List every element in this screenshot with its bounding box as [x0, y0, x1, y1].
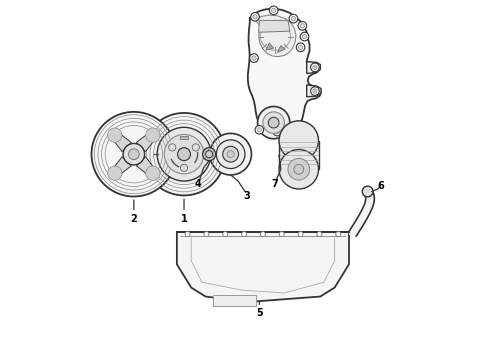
Circle shape	[157, 127, 211, 181]
Polygon shape	[112, 132, 131, 152]
Circle shape	[216, 140, 245, 168]
Circle shape	[289, 14, 298, 23]
Circle shape	[177, 148, 191, 161]
Circle shape	[311, 63, 319, 72]
Circle shape	[300, 24, 304, 28]
Circle shape	[289, 124, 298, 132]
Text: 1: 1	[181, 215, 187, 224]
Circle shape	[123, 143, 145, 165]
Polygon shape	[136, 132, 156, 152]
Circle shape	[294, 164, 304, 174]
Circle shape	[273, 127, 282, 136]
Circle shape	[252, 56, 256, 60]
Circle shape	[298, 22, 307, 30]
Circle shape	[257, 128, 262, 132]
Circle shape	[205, 150, 213, 158]
Circle shape	[146, 128, 160, 142]
Circle shape	[204, 231, 209, 237]
Polygon shape	[248, 9, 321, 132]
Circle shape	[269, 117, 279, 128]
Circle shape	[298, 231, 303, 237]
Circle shape	[288, 158, 310, 180]
Circle shape	[275, 130, 279, 134]
Circle shape	[317, 231, 322, 237]
Polygon shape	[177, 232, 349, 302]
Polygon shape	[112, 157, 131, 176]
Circle shape	[192, 144, 199, 151]
Text: 4: 4	[195, 179, 202, 189]
Circle shape	[227, 150, 234, 158]
Polygon shape	[277, 45, 285, 53]
Circle shape	[291, 17, 295, 21]
Circle shape	[108, 166, 122, 180]
Circle shape	[223, 231, 228, 237]
Circle shape	[291, 126, 295, 130]
Circle shape	[251, 13, 259, 21]
Circle shape	[336, 231, 341, 237]
Circle shape	[279, 149, 318, 189]
Circle shape	[279, 121, 318, 160]
Polygon shape	[255, 15, 296, 57]
Circle shape	[258, 107, 290, 139]
Circle shape	[128, 149, 139, 159]
Circle shape	[263, 112, 285, 134]
Circle shape	[260, 231, 266, 237]
Polygon shape	[180, 135, 188, 139]
Circle shape	[180, 164, 188, 171]
Circle shape	[296, 43, 305, 51]
Circle shape	[108, 128, 122, 142]
Circle shape	[146, 166, 160, 180]
Circle shape	[92, 112, 176, 197]
Circle shape	[164, 134, 204, 174]
Circle shape	[169, 144, 176, 151]
Polygon shape	[307, 85, 321, 97]
Circle shape	[279, 231, 284, 237]
Circle shape	[143, 113, 225, 195]
Circle shape	[250, 54, 258, 62]
Polygon shape	[259, 21, 290, 32]
Polygon shape	[279, 140, 318, 169]
Polygon shape	[136, 157, 156, 176]
Circle shape	[362, 186, 373, 197]
Text: 5: 5	[256, 308, 263, 318]
Text: 7: 7	[272, 179, 278, 189]
Text: 6: 6	[377, 181, 384, 192]
Circle shape	[223, 146, 239, 162]
Circle shape	[203, 148, 216, 161]
Text: 2: 2	[130, 215, 137, 224]
Circle shape	[300, 32, 309, 41]
Circle shape	[253, 15, 257, 19]
Circle shape	[311, 87, 319, 95]
Circle shape	[255, 126, 264, 134]
Circle shape	[271, 8, 276, 13]
Circle shape	[298, 45, 303, 49]
Circle shape	[210, 134, 251, 175]
Circle shape	[313, 65, 317, 69]
Polygon shape	[266, 43, 274, 50]
Circle shape	[185, 231, 190, 237]
Polygon shape	[213, 295, 256, 306]
Circle shape	[302, 35, 307, 39]
Circle shape	[313, 89, 317, 93]
Circle shape	[270, 6, 278, 15]
Polygon shape	[307, 62, 320, 73]
Circle shape	[242, 231, 246, 237]
Text: 3: 3	[243, 191, 250, 201]
